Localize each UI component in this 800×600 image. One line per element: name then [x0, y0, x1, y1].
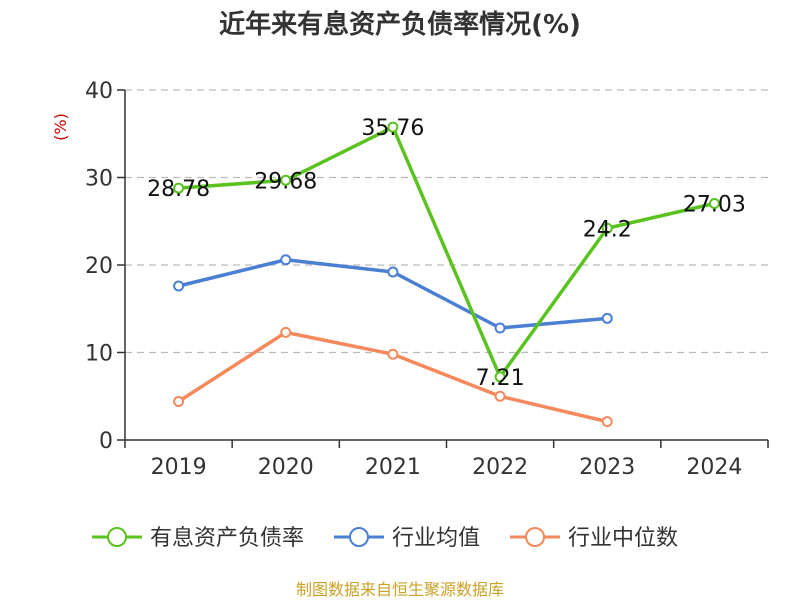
y-tick-label: 30: [85, 167, 113, 192]
data-point: [601, 222, 613, 234]
data-point: [494, 322, 506, 334]
data-point: [173, 396, 185, 407]
data-label: 29.68: [254, 169, 317, 194]
legend-marker: [107, 527, 127, 547]
data-label: 24.2: [583, 217, 632, 242]
legend-item: 行业均值: [334, 526, 480, 551]
data-point: [280, 174, 292, 186]
grid-lines: [125, 89, 768, 354]
x-tick-label: 2024: [686, 455, 742, 480]
data-point: [173, 182, 185, 194]
legend: 有息资产负债率 行业均值 行业中位数: [92, 526, 678, 551]
series-line: [178, 125, 715, 379]
legend-item: 行业中位数: [510, 526, 678, 551]
x-tick-label: 2023: [579, 455, 635, 480]
y-tick-label: 0: [99, 429, 113, 454]
legend-marker: [349, 527, 369, 547]
y-tick-label: 20: [85, 254, 113, 279]
data-label: 28.78: [147, 177, 210, 202]
data-point: [601, 416, 613, 428]
y-axis-unit-label: (%): [51, 113, 70, 141]
source-note: 制图数据来自恒生聚源数据库: [296, 580, 504, 599]
data-labels: 28.78 29.68 35.76 7.21 24.2 27.03: [147, 116, 746, 391]
series-line: [177, 330, 608, 424]
legend-item: 有息资产负债率: [92, 526, 304, 551]
data-point: [280, 254, 292, 266]
axes: 0 10 20 30 40 2019 2020 2021 2022 2023 2024: [85, 79, 769, 480]
y-tick-label: 10: [85, 342, 113, 367]
data-point: [387, 121, 399, 133]
data-point: [173, 280, 185, 292]
chart-title: 近年来有息资产负债率情况(%): [219, 9, 581, 40]
legend-label: 行业中位数: [568, 526, 678, 551]
data-label: 7.21: [476, 366, 525, 391]
data-point: [708, 197, 720, 209]
data-point: [387, 348, 399, 360]
series-lines: [173, 121, 720, 428]
data-point: [494, 390, 506, 402]
data-point: [601, 312, 613, 324]
x-tick-label: 2019: [151, 455, 207, 480]
y-tick-label: 40: [85, 79, 113, 104]
data-point: [387, 266, 399, 278]
data-label: 27.03: [683, 192, 746, 217]
x-tick-label: 2021: [365, 455, 421, 480]
data-label: 35.76: [361, 116, 424, 141]
legend-label: 行业均值: [392, 526, 480, 551]
legend-marker: [525, 527, 545, 547]
x-tick-label: 2022: [472, 455, 528, 480]
data-point: [494, 371, 506, 383]
data-point: [280, 326, 292, 338]
legend-label: 有息资产负债率: [150, 526, 304, 551]
x-tick-label: 2020: [258, 455, 314, 480]
